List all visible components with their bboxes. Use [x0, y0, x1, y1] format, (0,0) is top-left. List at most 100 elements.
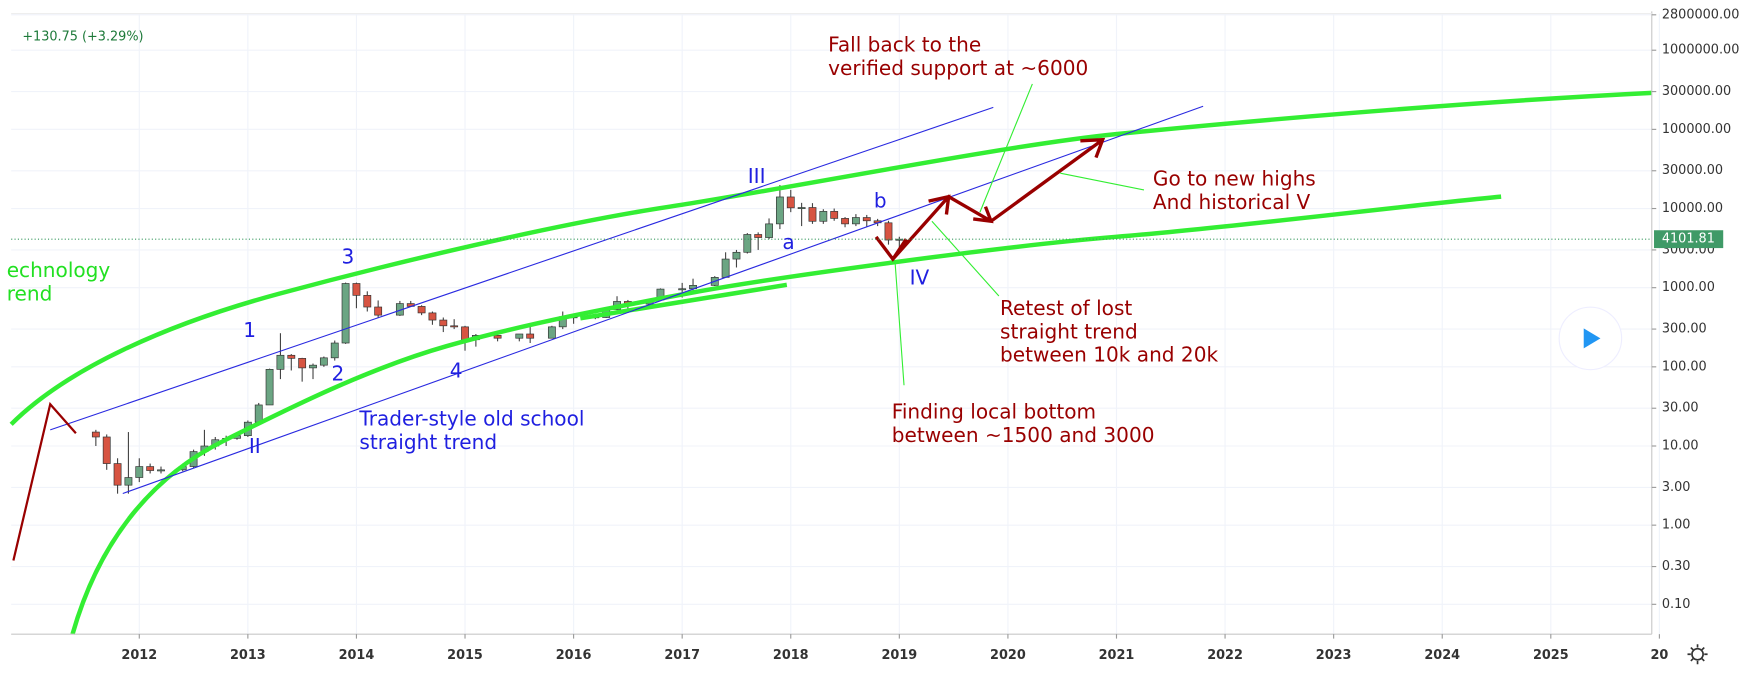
y-tick-label: 0.30: [1662, 559, 1691, 574]
candle-body: [341, 283, 350, 344]
candle-body: [254, 404, 263, 423]
candle-body: [146, 466, 155, 471]
price-label: 4101.81: [1662, 232, 1715, 247]
header-change: +130.75 (+3.29%): [22, 30, 143, 45]
forecast-arrow: [874, 137, 1106, 262]
wave-label: b: [874, 189, 887, 213]
wave-label: a: [782, 230, 794, 254]
wave-label: 2: [331, 362, 344, 386]
y-tick-label: 2800000.00: [1662, 7, 1740, 22]
gear-teeth[interactable]: [1687, 644, 1708, 665]
candle-body: [884, 222, 893, 241]
candle-body: [276, 354, 285, 370]
annotation: between 10k and 20k: [1000, 343, 1218, 367]
x-tick-label: 2023: [1316, 648, 1352, 663]
candle-body: [547, 326, 556, 339]
candle-body: [830, 211, 839, 219]
x-tick-label: 2016: [556, 648, 592, 663]
annotation: verified support at ~6000: [828, 56, 1088, 80]
y-tick-label: 30000.00: [1662, 163, 1723, 178]
settings-icon[interactable]: [1687, 644, 1708, 665]
candle-body: [797, 207, 806, 209]
candle-body: [678, 288, 687, 291]
annotation: between ~1500 and 3000: [892, 423, 1155, 447]
wave-label: 3: [342, 245, 355, 269]
candle-body: [721, 258, 730, 278]
candle-body: [765, 223, 773, 238]
play-button[interactable]: [1558, 306, 1623, 371]
annotation: Finding local bottom: [892, 400, 1096, 424]
x-tick-label: 2017: [664, 648, 700, 663]
annotation: straight trend: [1000, 319, 1138, 343]
annotation: rend: [7, 281, 53, 305]
candle-body: [461, 326, 469, 341]
annotation: Trader-style old school: [358, 406, 584, 430]
wave-label: IV: [910, 266, 930, 290]
candle-body: [417, 306, 426, 314]
pointer: [894, 83, 1145, 386]
candle-body: [124, 477, 133, 486]
upper-straight-trend: [50, 106, 994, 431]
candle-body: [526, 333, 535, 339]
axes: 2800000.001000000.00300000.00100000.0030…: [121, 7, 1739, 663]
arrow: [12, 401, 77, 561]
y-tick-label: 10.00: [1662, 439, 1699, 454]
gear[interactable]: [1691, 647, 1704, 661]
x-tick-label: 2020: [990, 648, 1026, 663]
lower-straight-trend: [122, 105, 1204, 495]
candle-body: [352, 283, 361, 296]
candle-body: [732, 251, 741, 260]
wave-label: 4: [450, 358, 463, 382]
candle-body: [754, 234, 763, 238]
y-tick-label: 100000.00: [1662, 122, 1731, 137]
y-tick-label: 30.00: [1662, 401, 1699, 416]
y-tick-label: 1000000.00: [1662, 43, 1740, 58]
candle-body: [428, 312, 437, 321]
candle-body: [808, 207, 817, 222]
x-tick-label: 2025: [1533, 648, 1569, 663]
candle-body: [265, 369, 274, 406]
candle-body: [743, 234, 752, 253]
x-tick-label: 2015: [447, 648, 483, 663]
candle-body: [363, 295, 372, 308]
y-tick-label: 10000.00: [1662, 201, 1723, 216]
x-tick-label: 2013: [230, 648, 266, 663]
candle-body: [157, 469, 165, 472]
candle-body: [862, 217, 871, 222]
y-tick-label: 300000.00: [1662, 84, 1731, 99]
annotation: Fall back to the: [828, 32, 981, 56]
y-tick-label: 1000.00: [1662, 280, 1715, 295]
candle-body: [319, 357, 328, 366]
lower-log-curve: [70, 194, 1502, 635]
x-tick-label: 2019: [881, 648, 917, 663]
annotation: Retest of lost: [1000, 296, 1132, 320]
annotation: straight trend: [359, 430, 497, 454]
candle-body: [450, 325, 459, 328]
candle-body: [515, 333, 524, 339]
candle-body: [439, 319, 448, 327]
candle-body: [309, 364, 317, 369]
y-tick-label: 1.00: [1662, 518, 1691, 533]
y-tick-label: 3.00: [1662, 480, 1691, 495]
wave-label: III: [748, 164, 766, 188]
candle-body: [91, 431, 100, 438]
y-tick-label: 100.00: [1662, 359, 1707, 374]
wave-label: 1: [243, 318, 256, 342]
x-tick-label: 2012: [121, 648, 157, 663]
grid: [11, 13, 1660, 635]
price-label-box: [1654, 230, 1724, 249]
candle-body: [330, 342, 339, 359]
play-icon[interactable]: [1583, 328, 1601, 349]
candle-body: [775, 196, 784, 225]
candle-body: [851, 217, 860, 225]
y-tick-label: 300.00: [1662, 322, 1707, 337]
candle-body: [374, 306, 383, 316]
curve-segment: [579, 282, 788, 321]
candle-body: [102, 436, 111, 464]
drawings: [9, 83, 1652, 635]
y-tick-label: 0.10: [1662, 597, 1691, 612]
candle-body: [841, 218, 849, 225]
wave-label: II: [249, 434, 261, 458]
candle-body: [298, 358, 307, 369]
